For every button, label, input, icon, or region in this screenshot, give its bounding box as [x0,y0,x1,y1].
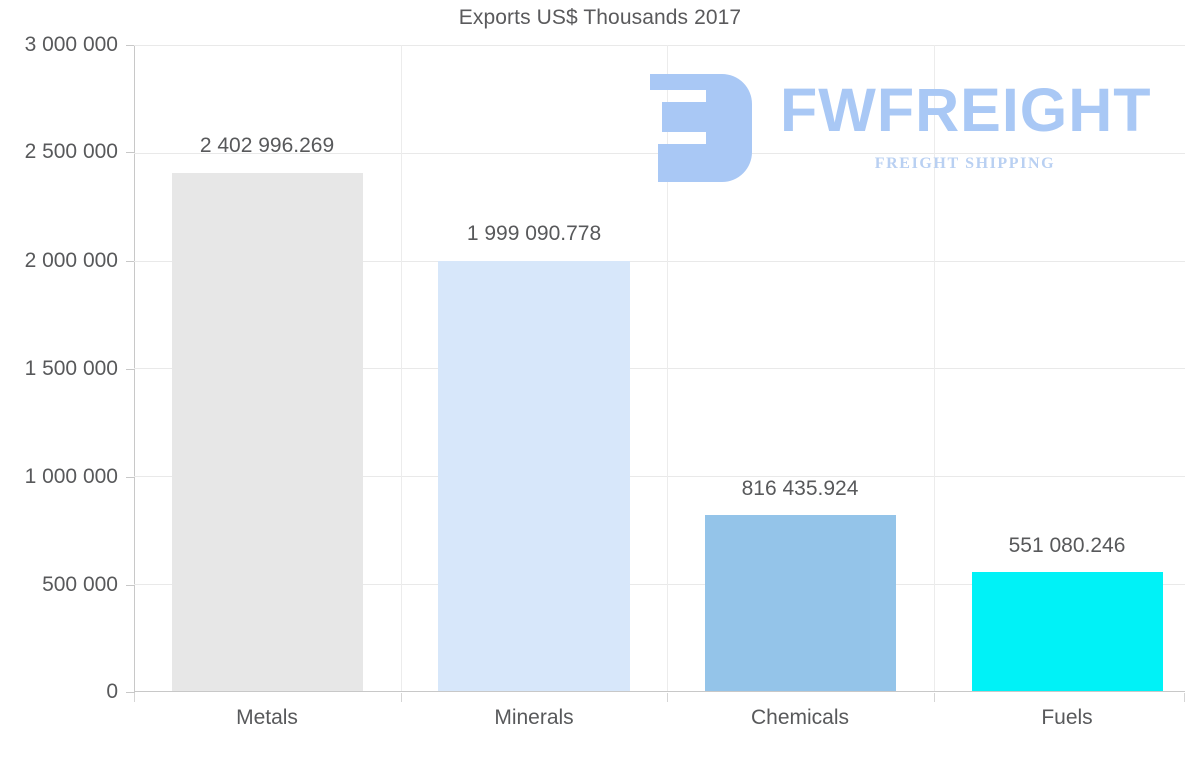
y-axis-label-1000000: 1 000 000 [24,465,118,488]
category-gridline-1 [401,45,402,692]
x-axis-label-chemicals: Chemicals [750,706,850,729]
y-axis-label-0: 0 [106,680,118,703]
plot-area [134,45,1185,692]
category-tick-3 [934,693,935,702]
x-axis-label-metals: Metals [236,706,298,729]
gridline-1500000 [134,368,1185,369]
y-tick-mark-1000000 [126,477,134,478]
bar-value-minerals: 1 999 090.778 [466,222,602,245]
category-tick-1 [401,693,402,702]
bar-metals[interactable] [172,173,363,691]
y-tick-mark-500000 [126,585,134,586]
bar-value-fuels: 551 080.246 [1008,534,1126,557]
bar-chemicals[interactable] [705,515,896,691]
y-axis-label-500000: 500 000 [42,573,118,596]
y-axis-line [134,45,135,693]
category-tick-2 [667,693,668,702]
y-tick-mark-0 [126,692,134,693]
gridline-2000000 [134,261,1185,262]
bar-value-metals: 2 402 996.269 [199,134,335,157]
bar-fuels[interactable] [972,572,1163,691]
gridline-500000 [134,584,1185,585]
y-tick-mark-3000000 [126,45,134,46]
category-gridline-2 [667,45,668,692]
category-tick-0 [134,693,135,702]
bar-minerals[interactable] [438,261,630,691]
y-axis-label-2000000: 2 000 000 [24,249,118,272]
bar-value-chemicals: 816 435.924 [741,477,859,500]
gridline-3000000 [134,45,1185,46]
y-axis-label-1500000: 1 500 000 [24,357,118,380]
category-tick-4 [1184,693,1185,702]
chart-title: Exports US$ Thousands 2017 [458,6,742,29]
x-axis-baseline [134,691,1185,692]
y-tick-mark-1500000 [126,369,134,370]
y-axis-label-2500000: 2 500 000 [24,140,118,163]
gridline-1000000 [134,476,1185,477]
y-axis-label-3000000: 3 000 000 [24,33,118,56]
y-tick-mark-2000000 [126,261,134,262]
y-tick-mark-2500000 [126,152,134,153]
x-axis-label-minerals: Minerals [494,706,574,729]
x-axis-label-fuels: Fuels [1041,706,1093,729]
category-gridline-3 [934,45,935,692]
